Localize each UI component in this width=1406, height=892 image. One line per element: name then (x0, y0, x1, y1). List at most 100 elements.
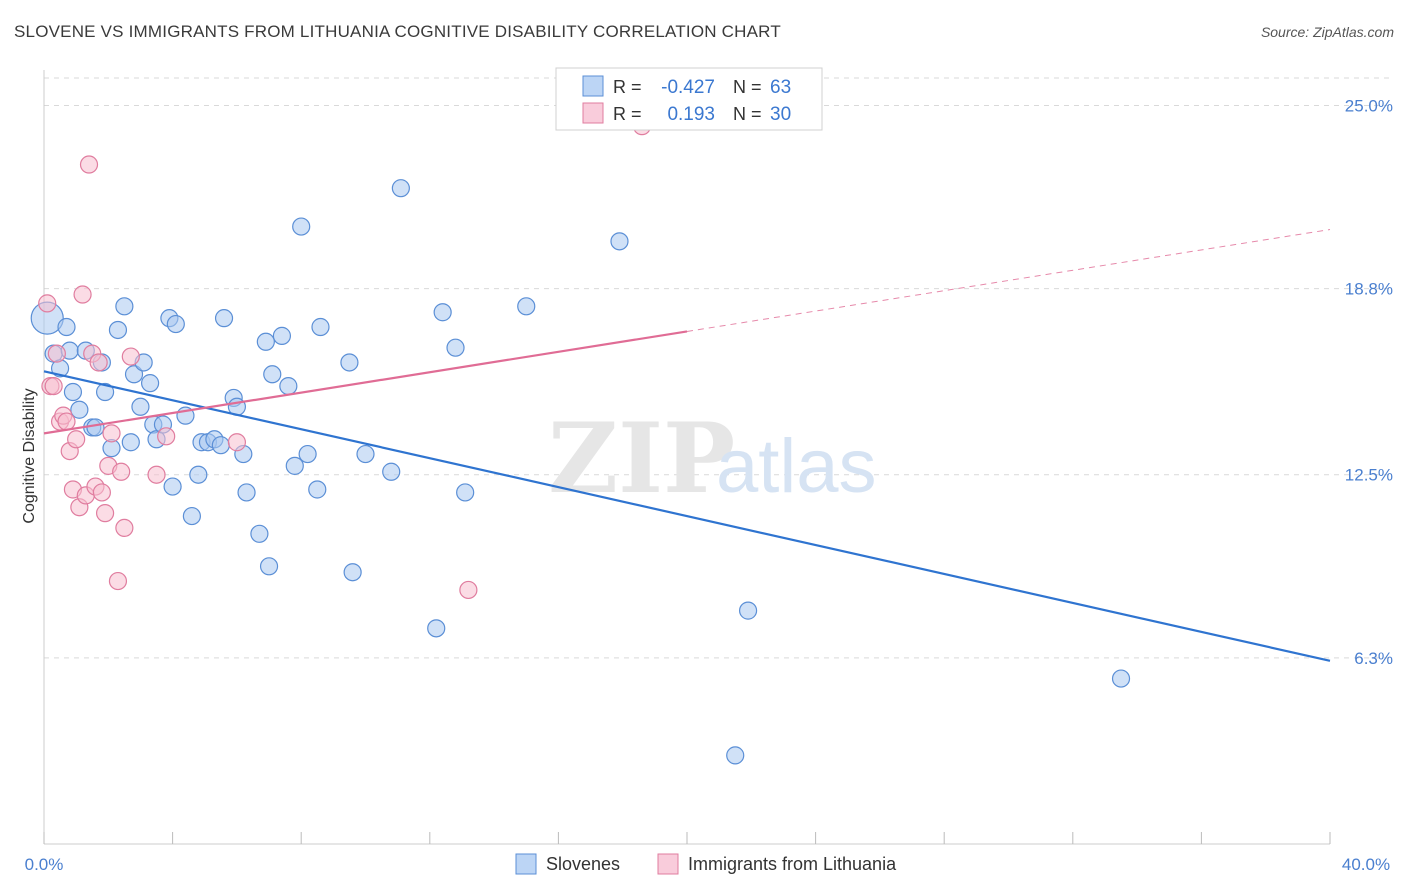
point-lithuania-16 (89, 353, 108, 372)
point-slovenes-55 (433, 303, 452, 322)
x-tick-label-max: 40.0% (1342, 855, 1390, 874)
y-tick-label-3: 25.0% (1345, 96, 1393, 115)
series-slovenes-points (30, 179, 1131, 765)
stats-n-label-0: N = (733, 77, 762, 97)
point-lithuania-11 (73, 285, 92, 304)
point-slovenes-16 (124, 365, 144, 384)
point-slovenes-53 (391, 179, 410, 198)
x-ticks (43, 832, 1331, 844)
chart-title: SLOVENE VS IMMIGRANTS FROM LITHUANIA COG… (14, 22, 781, 41)
point-slovenes-62 (726, 746, 745, 765)
point-slovenes-61 (1111, 669, 1131, 688)
point-slovenes-32 (211, 436, 230, 455)
y-tick-label-1: 12.5% (1345, 466, 1393, 485)
trend-lines (43, 229, 1331, 662)
point-lithuania-27 (227, 433, 246, 452)
point-lithuania-23 (115, 518, 134, 538)
point-slovenes-19 (140, 374, 160, 393)
point-slovenes-24 (163, 477, 182, 496)
point-lithuania-26 (157, 427, 176, 446)
y-tick-label-0: 6.3% (1354, 649, 1393, 668)
trend-line-lithuania-dashed (686, 229, 1331, 332)
stats-r-label-0: R = (613, 77, 642, 97)
point-slovenes-28 (189, 465, 208, 484)
point-slovenes-60 (738, 601, 758, 620)
point-slovenes-43 (279, 376, 298, 396)
point-slovenes-33 (214, 309, 234, 328)
point-lithuania-17 (92, 483, 111, 502)
point-slovenes-46 (298, 444, 317, 464)
point-lithuania-9 (67, 430, 86, 449)
point-slovenes-14 (115, 297, 134, 316)
y-tick-labels: 6.3% 12.5% 18.8% 25.0% (1345, 96, 1393, 667)
point-slovenes-27 (182, 506, 201, 526)
point-slovenes-25 (166, 314, 185, 334)
point-lithuania-3 (47, 344, 66, 363)
stats-legend: R = -0.427 N = 63 R = 0.193 N = 30 (555, 67, 823, 131)
point-slovenes-42 (272, 326, 292, 345)
watermark-atlas: atlas (716, 424, 877, 509)
point-lithuania-28 (459, 580, 478, 600)
point-slovenes-50 (343, 563, 362, 582)
series-lithuania-points (38, 117, 652, 600)
x-tick-label-min: 0.0% (25, 855, 64, 874)
point-lithuania-13 (79, 155, 99, 174)
point-slovenes-38 (250, 524, 269, 543)
point-slovenes-56 (446, 338, 465, 357)
point-lithuania-21 (108, 571, 128, 591)
point-slovenes-5 (63, 382, 83, 402)
point-slovenes-39 (256, 332, 275, 351)
bottom-legend: Slovenes Immigrants from Lithuania (515, 853, 897, 875)
point-slovenes-54 (427, 619, 446, 638)
legend-swatch-slovenes (515, 853, 537, 875)
point-slovenes-49 (340, 353, 359, 372)
stats-r-label-1: R = (613, 104, 642, 124)
stats-n-label-1: N = (733, 104, 762, 124)
point-lithuania-25 (147, 465, 166, 484)
legend-label-lithuania: Immigrants from Lithuania (688, 854, 897, 874)
point-lithuania-6 (57, 412, 76, 431)
point-slovenes-57 (456, 483, 475, 502)
point-slovenes-45 (292, 217, 311, 236)
point-lithuania-20 (102, 424, 121, 443)
gridlines (44, 77, 1392, 659)
stats-legend-swatch-lithuania (582, 102, 604, 124)
point-slovenes-17 (131, 397, 150, 416)
point-lithuania-2 (44, 376, 63, 396)
stats-r-value-0: -0.427 (661, 77, 715, 98)
point-slovenes-13 (108, 320, 128, 340)
point-lithuania-22 (112, 462, 131, 481)
y-axis-title: Cognitive Disability (21, 388, 38, 523)
stats-n-value-0: 63 (770, 77, 791, 98)
point-lithuania-0 (38, 294, 57, 313)
point-slovenes-9 (86, 418, 105, 437)
legend-swatch-lithuania (657, 853, 679, 875)
point-slovenes-44 (285, 456, 304, 475)
trend-line-lithuania-solid (43, 330, 688, 435)
point-slovenes-51 (356, 444, 375, 464)
point-slovenes-3 (57, 317, 76, 337)
point-slovenes-52 (382, 462, 401, 481)
trend-line-slovenes (43, 370, 1331, 662)
stats-legend-swatch-slovenes (582, 75, 604, 97)
point-slovenes-47 (308, 480, 327, 499)
y-tick-label-2: 18.8% (1345, 280, 1393, 299)
watermark-zip: ZIP (548, 402, 735, 515)
watermark: ZIP atlas (548, 402, 877, 515)
point-slovenes-6 (70, 400, 89, 419)
point-slovenes-15 (121, 433, 140, 452)
point-slovenes-48 (311, 317, 330, 337)
point-slovenes-59 (610, 232, 629, 251)
point-slovenes-37 (237, 483, 256, 502)
stats-r-value-1: 0.193 (667, 104, 715, 125)
stats-n-value-1: 30 (770, 104, 791, 125)
point-slovenes-11 (95, 382, 115, 402)
point-slovenes-40 (259, 557, 279, 576)
point-slovenes-41 (263, 365, 282, 384)
point-lithuania-18 (95, 504, 115, 523)
source-label: Source: ZipAtlas.com (1260, 24, 1394, 40)
point-lithuania-24 (121, 347, 140, 366)
legend-label-slovenes: Slovenes (546, 854, 620, 874)
point-slovenes-58 (517, 297, 536, 316)
